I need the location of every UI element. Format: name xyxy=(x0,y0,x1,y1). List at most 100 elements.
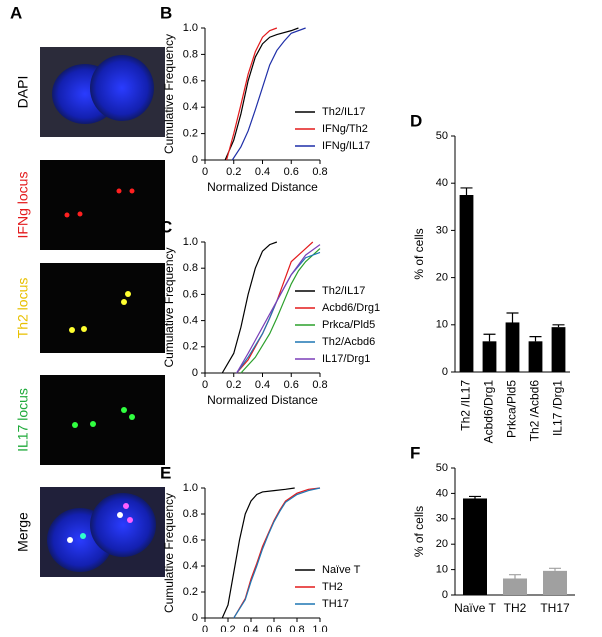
y-tick-label: 0.2 xyxy=(183,128,198,140)
y-tick-label: 0.4 xyxy=(183,560,198,572)
x-tick-label: 0.2 xyxy=(220,624,235,632)
x-tick-label: 0.4 xyxy=(255,166,270,178)
error-bar xyxy=(469,495,481,499)
image-label: IL17 locus xyxy=(15,388,31,452)
image-ifng xyxy=(40,160,165,250)
error-bar xyxy=(460,187,473,195)
cdf-line xyxy=(236,244,321,374)
y-axis-label: Cumulative Frequency xyxy=(162,247,176,367)
y-tick-label: 0.2 xyxy=(183,341,198,353)
cdf-line xyxy=(236,251,321,374)
error-bar xyxy=(506,312,519,323)
bar xyxy=(503,578,527,595)
y-tick-label: 0.6 xyxy=(183,534,198,546)
y-tick-label: 20 xyxy=(436,272,448,284)
x-tick-label: 0.6 xyxy=(266,624,281,632)
error-bar xyxy=(509,574,521,579)
y-tick-label: 40 xyxy=(436,487,448,499)
legend-label: Th2/Acbd6 xyxy=(322,336,375,348)
x-axis-label: Normalized Distance xyxy=(207,393,318,407)
x-tick-label: 1.0 xyxy=(312,624,327,632)
panel-label: C xyxy=(160,217,172,236)
error-bar xyxy=(529,336,542,342)
bar xyxy=(482,341,497,372)
y-tick-label: 0 xyxy=(192,154,198,166)
y-tick-label: 0.2 xyxy=(183,586,198,598)
x-tick-label: 0.4 xyxy=(255,379,270,391)
cdf-line xyxy=(231,27,306,161)
x-tick-label: Acbd6/Drg1 xyxy=(482,380,496,444)
y-tick-label: 1.0 xyxy=(183,482,198,494)
legend-label: Th2/IL17 xyxy=(322,106,365,118)
image-dapi xyxy=(40,47,165,137)
y-tick-label: 0.8 xyxy=(183,262,198,274)
bar xyxy=(505,322,520,372)
y-axis-label: % of cells xyxy=(412,228,426,279)
y-tick-label: 0.6 xyxy=(183,75,198,87)
cdf-line xyxy=(240,248,321,374)
y-tick-label: 0.8 xyxy=(183,48,198,60)
x-tick-label: 0 xyxy=(202,624,208,632)
cdf-line xyxy=(221,487,295,619)
y-tick-label: 0.8 xyxy=(183,508,198,520)
bar xyxy=(528,341,543,372)
y-tick-label: 1.0 xyxy=(183,236,198,248)
image-merge xyxy=(40,487,165,577)
legend-label: IL17/Drg1 xyxy=(322,353,370,365)
y-tick-label: 30 xyxy=(436,224,448,236)
bar xyxy=(463,498,487,595)
y-tick-label: 50 xyxy=(436,462,448,474)
image-th2 xyxy=(40,263,165,353)
x-tick-label: 0.8 xyxy=(289,624,304,632)
bar xyxy=(459,195,474,372)
image-label: DAPI xyxy=(15,76,31,109)
x-tick-label: 0.8 xyxy=(312,166,327,178)
legend-label: IFNg/Th2 xyxy=(322,123,368,135)
y-tick-label: 0 xyxy=(442,589,448,601)
cdf-line xyxy=(233,487,321,619)
legend-label: Naïve T xyxy=(322,564,361,576)
image-label: Merge xyxy=(15,512,31,552)
panel-label: A xyxy=(10,3,22,22)
image-il17 xyxy=(40,375,165,465)
legend-label: Th2/IL17 xyxy=(322,285,365,297)
x-tick-label: Th2 /IL17 xyxy=(459,380,473,431)
bar xyxy=(543,570,567,595)
y-axis-label: Cumulative Frequency xyxy=(162,493,176,613)
panel-label: E xyxy=(160,463,171,482)
error-bar xyxy=(483,333,496,342)
x-tick-label: 0.2 xyxy=(226,379,241,391)
panel-label: F xyxy=(410,443,420,462)
cdf-line xyxy=(221,241,278,374)
y-tick-label: 10 xyxy=(436,564,448,576)
legend-label: TH2 xyxy=(322,581,343,593)
error-bar xyxy=(549,567,561,571)
image-label: IFNg locus xyxy=(15,172,31,239)
y-tick-label: 0 xyxy=(442,366,448,378)
panel-label: B xyxy=(160,3,172,22)
cdf-line xyxy=(225,27,278,161)
x-tick-label: 0 xyxy=(202,166,208,178)
y-tick-label: 20 xyxy=(436,538,448,550)
x-tick-label: Prkca/Pld5 xyxy=(505,380,519,438)
x-tick-label: TH17 xyxy=(540,601,570,615)
y-tick-label: 50 xyxy=(436,130,448,142)
y-axis-label: Cumulative Frequency xyxy=(162,34,176,154)
y-tick-label: 30 xyxy=(436,513,448,525)
x-tick-label: 0.4 xyxy=(243,624,258,632)
x-tick-label: 0.6 xyxy=(284,379,299,391)
y-tick-label: 0 xyxy=(192,367,198,379)
x-tick-label: 0.2 xyxy=(226,166,241,178)
x-tick-label: Th2 /Acbd6 xyxy=(528,380,542,442)
cdf-line xyxy=(233,487,321,619)
x-tick-label: 0.6 xyxy=(284,166,299,178)
legend-label: IFNg/IL17 xyxy=(322,140,370,152)
x-tick-label: 0 xyxy=(202,379,208,391)
x-tick-label: Naïve T xyxy=(454,601,496,615)
x-tick-label: IL17 /Drg1 xyxy=(551,380,565,436)
legend-label: Prkca/Pld5 xyxy=(322,319,375,331)
y-tick-label: 0.6 xyxy=(183,288,198,300)
y-tick-label: 0.4 xyxy=(183,101,198,113)
x-axis-label: Normalized Distance xyxy=(207,180,318,194)
